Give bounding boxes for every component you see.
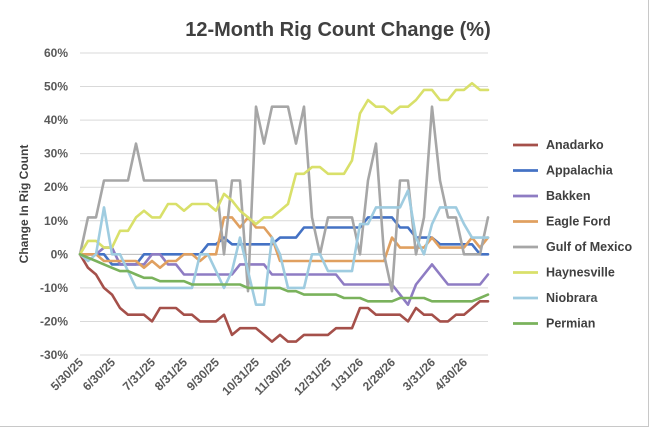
legend-label-gulf-of-mexico: Gulf of Mexico [546, 240, 632, 254]
legend: Anadarko Appalachia Bakken Eagle Ford Gulf o… [513, 138, 632, 331]
legend-label-bakken: Bakken [546, 189, 590, 203]
x-tick-label: 7/31/25 [120, 355, 158, 393]
x-tick-label: 3/31/26 [400, 355, 438, 393]
x-tick-label: 6/30/25 [80, 355, 118, 393]
series-line-anadarko [78, 253, 490, 343]
series-lines [78, 81, 490, 343]
y-tick-label: -20% [40, 314, 68, 328]
x-tick-label: 4/30/26 [432, 355, 470, 393]
series-line-permian [78, 253, 490, 303]
y-axis-label: Change In Rig Count [17, 145, 31, 264]
y-tick-label: 10% [44, 214, 68, 228]
x-tick-label: 12/31/25 [291, 355, 334, 398]
gridlines [80, 52, 488, 356]
series-line-haynesville [78, 81, 490, 256]
legend-label-anadarko: Anadarko [546, 138, 604, 152]
y-axis: -30% -20% -10% 0% 10% 20% 30% 40% 50% 60% [40, 46, 68, 362]
y-tick-label: 20% [44, 180, 68, 194]
y-tick-label: 60% [44, 46, 68, 60]
y-tick-label: 50% [44, 80, 68, 94]
y-tick-label: 0% [51, 247, 69, 261]
legend-label-eagle-ford: Eagle Ford [546, 215, 611, 229]
x-tick-label: 1/31/26 [328, 355, 366, 393]
y-tick-label: -10% [40, 281, 68, 295]
legend-label-haynesville: Haynesville [546, 266, 615, 280]
x-tick-label: 9/30/25 [184, 355, 222, 393]
series-line-gulf-of-mexico [78, 105, 490, 293]
y-tick-label: -30% [40, 348, 68, 362]
x-tick-label: 2/28/26 [360, 355, 398, 393]
y-tick-label: 40% [44, 113, 68, 127]
x-tick-label: 8/31/25 [152, 355, 190, 393]
series-line-niobrara [78, 189, 490, 307]
legend-label-appalachia: Appalachia [546, 164, 614, 178]
chart-title: 12-Month Rig Count Change (%) [185, 19, 491, 41]
legend-label-permian: Permian [546, 317, 595, 331]
y-tick-label: 30% [44, 147, 68, 161]
legend-label-niobrara: Niobrara [546, 291, 598, 305]
